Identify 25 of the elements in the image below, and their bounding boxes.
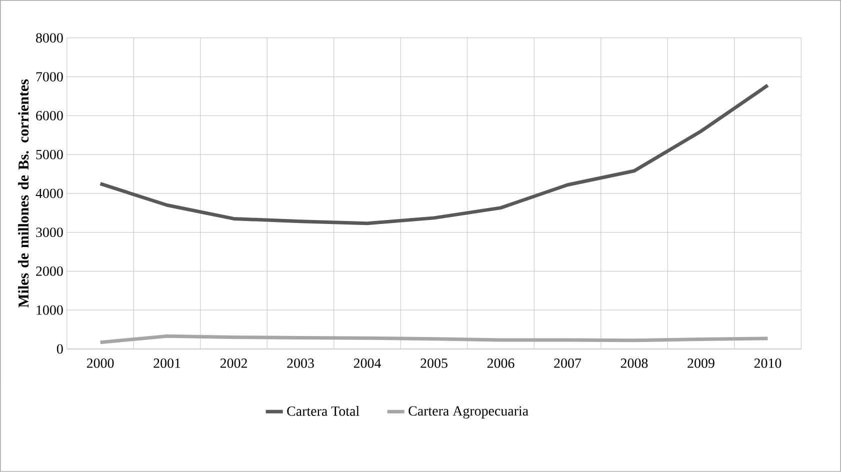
x-tick-label: 2000 xyxy=(86,358,114,368)
y-tick-label: 8000 xyxy=(36,33,63,43)
legend-label: Cartera Agropecuaria xyxy=(408,406,528,419)
line-series xyxy=(98,334,770,344)
line-series xyxy=(98,84,770,226)
y-tick-label: 2000 xyxy=(36,266,63,276)
x-tick-label: 2007 xyxy=(554,358,582,368)
x-tick-label: 2002 xyxy=(220,358,247,368)
x-tick-label: 2008 xyxy=(620,358,648,368)
y-tick-label: 5000 xyxy=(36,150,63,160)
x-tick-label: 2010 xyxy=(754,358,782,368)
x-tick-label: 2003 xyxy=(287,358,314,368)
y-tick-label: 1000 xyxy=(36,305,63,315)
x-tick-label: 2004 xyxy=(354,358,382,368)
y-tick-label: 6000 xyxy=(36,111,63,120)
y-tick-label: 4000 xyxy=(36,188,63,198)
y-tick-label: 0 xyxy=(56,344,63,354)
y-tick-label: 7000 xyxy=(36,72,63,82)
x-tick-label: 2006 xyxy=(487,358,514,368)
y-axis-title: Miles de millones de Bs. corrientes xyxy=(18,79,29,308)
x-tick-label: 2009 xyxy=(688,358,714,368)
y-tick-label: 3000 xyxy=(36,228,63,238)
x-tick-label: 2005 xyxy=(420,358,448,368)
x-tick-label: 2001 xyxy=(154,358,180,368)
legend-label: Cartera Total xyxy=(287,406,360,416)
